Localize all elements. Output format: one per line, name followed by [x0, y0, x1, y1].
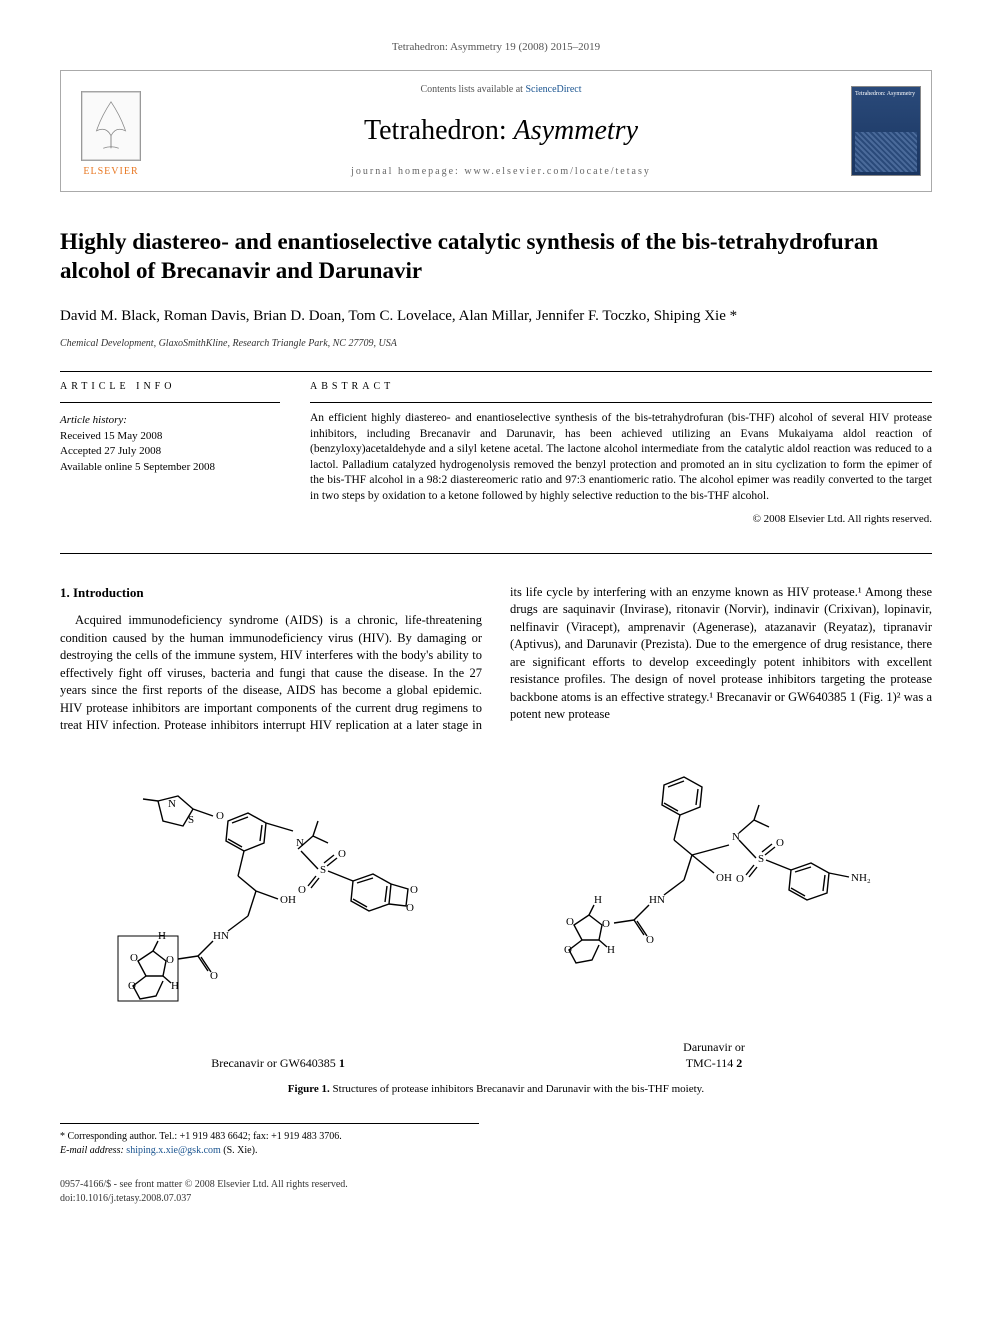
structure-brecanavir: N S O [98, 771, 458, 1072]
received-date: Received 15 May 2008 [60, 429, 280, 444]
article-title: Highly diastereo- and enantioselective c… [60, 227, 932, 287]
svg-text:H: H [594, 894, 602, 906]
abstract-block: ABSTRACT An efficient highly diastereo- … [310, 380, 932, 527]
svg-text:O: O [298, 884, 306, 896]
section-1-heading: 1. Introduction [60, 584, 482, 602]
sciencedirect-link[interactable]: ScienceDirect [525, 84, 581, 95]
svg-text:O: O [216, 810, 224, 822]
journal-name: Tetrahedron: Asymmetry [171, 111, 831, 150]
svg-text:OH: OH [716, 872, 732, 884]
homepage-prefix: journal homepage: [351, 166, 464, 177]
cover-title: Tetrahedron: Asymmetry [855, 90, 917, 98]
svg-text:OH: OH [280, 894, 296, 906]
journal-cover-thumbnail: Tetrahedron: Asymmetry [841, 71, 931, 190]
svg-text:N: N [732, 831, 740, 843]
contents-prefix: Contents lists available at [420, 84, 525, 95]
article-info-heading: ARTICLE INFO [60, 380, 280, 394]
svg-text:O: O [646, 934, 654, 946]
intro-paragraph-part1: Acquired immunodeficiency syndrome (AIDS… [60, 584, 932, 735]
masthead-center: Contents lists available at ScienceDirec… [161, 71, 841, 190]
svg-text:S: S [758, 853, 764, 865]
journal-homepage: journal homepage: www.elsevier.com/locat… [171, 165, 831, 179]
svg-text:O: O [406, 902, 414, 914]
svg-text:O: O [210, 970, 218, 982]
svg-text:O: O [566, 916, 574, 928]
svg-text:O: O [564, 944, 572, 956]
corresponding-author: * Corresponding author. Tel.: +1 919 483… [60, 1130, 479, 1144]
figure-1-caption: Figure 1. Figure 1. Structures of protea… [60, 1082, 932, 1097]
online-date: Available online 5 September 2008 [60, 460, 280, 475]
svg-text:O: O [776, 837, 784, 849]
svg-text:H: H [158, 930, 166, 942]
figure-1: N S O [60, 755, 932, 1098]
author-list: David M. Black, Roman Davis, Brian D. Do… [60, 306, 932, 327]
history-label: Article history: [60, 413, 280, 428]
svg-text:O: O [130, 952, 138, 964]
cover-image-icon: Tetrahedron: Asymmetry [851, 86, 921, 176]
structure-label-right: Darunavir orTMC-114 2 [534, 1039, 894, 1073]
article-info-block: ARTICLE INFO Article history: Received 1… [60, 380, 280, 527]
body-two-column: 1. Introduction Acquired immunodeficienc… [60, 584, 932, 735]
contents-available-line: Contents lists available at ScienceDirec… [171, 83, 831, 97]
elsevier-tree-icon [81, 91, 141, 161]
svg-text:H: H [607, 944, 615, 956]
structure-darunavir: N S O O [534, 755, 894, 1073]
svg-text:H: H [171, 980, 179, 992]
divider [60, 371, 932, 372]
publisher-logo: ELSEVIER [61, 71, 161, 190]
svg-text:O: O [736, 873, 744, 885]
footnotes-block: * Corresponding author. Tel.: +1 919 483… [60, 1123, 479, 1158]
email-line: E-mail address: shiping.x.xie@gsk.com (S… [60, 1144, 479, 1158]
svg-text:O: O [166, 954, 174, 966]
journal-masthead: ELSEVIER Contents lists available at Sci… [60, 70, 932, 191]
svg-text:S: S [320, 864, 326, 876]
divider [60, 553, 932, 554]
email-suffix: (S. Xie). [221, 1145, 258, 1156]
footer-meta: 0957-4166/$ - see front matter © 2008 El… [60, 1178, 932, 1206]
accepted-date: Accepted 27 July 2008 [60, 444, 280, 459]
homepage-url: www.elsevier.com/locate/tetasy [464, 166, 651, 177]
divider [310, 402, 932, 403]
svg-text:O: O [410, 884, 418, 896]
svg-text:HN: HN [649, 894, 665, 906]
abstract-copyright: © 2008 Elsevier Ltd. All rights reserved… [310, 512, 932, 527]
svg-text:O: O [602, 918, 610, 930]
svg-text:HN: HN [213, 930, 229, 942]
header-citation: Tetrahedron: Asymmetry 19 (2008) 2015–20… [60, 40, 932, 55]
author-affiliation: Chemical Development, GlaxoSmithKline, R… [60, 337, 932, 351]
structure-label-left: Brecanavir or GW640385 1 [98, 1055, 458, 1072]
svg-text:S: S [188, 814, 194, 826]
email-label: E-mail address: [60, 1145, 126, 1156]
publisher-name: ELSEVIER [83, 165, 138, 179]
svg-text:N: N [168, 798, 176, 810]
svg-text:O: O [128, 980, 136, 992]
svg-text:O: O [338, 848, 346, 860]
abstract-heading: ABSTRACT [310, 380, 932, 394]
doi: doi:10.1016/j.tetasy.2008.07.037 [60, 1192, 932, 1206]
issn-copyright: 0957-4166/$ - see front matter © 2008 El… [60, 1178, 932, 1192]
abstract-text: An efficient highly diastereo- and enant… [310, 411, 932, 504]
divider [60, 402, 280, 403]
author-email-link[interactable]: shiping.x.xie@gsk.com [126, 1145, 220, 1156]
svg-text:NH₂: NH₂ [851, 872, 871, 884]
